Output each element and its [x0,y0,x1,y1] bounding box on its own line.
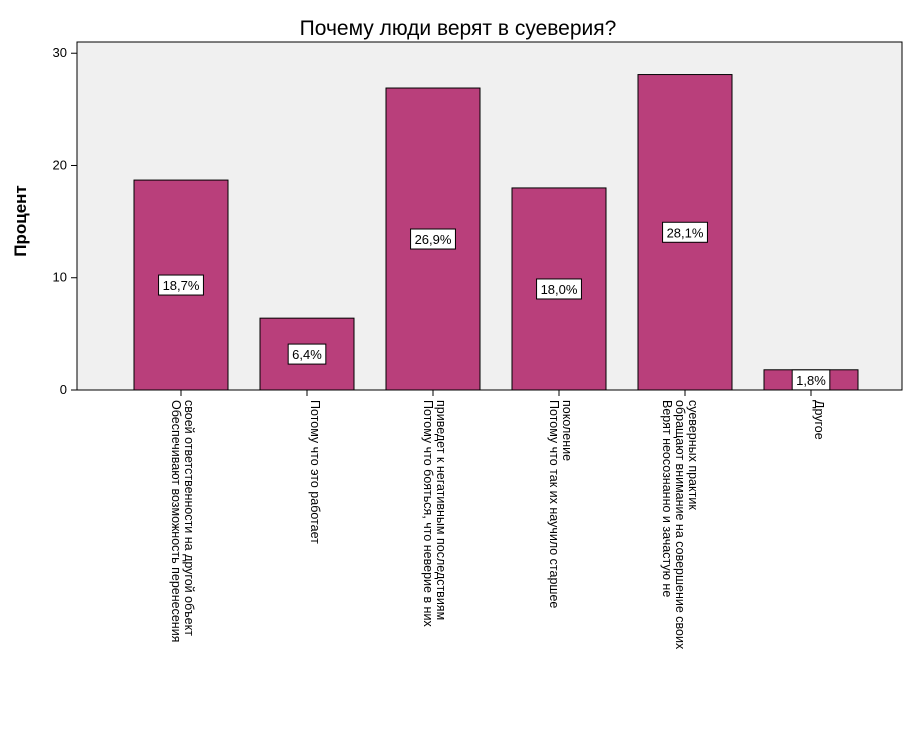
data-label-text: 28,1% [667,225,704,240]
category-label: обращают внимание на совершение своих [673,400,687,650]
data-label-text: 18,0% [541,282,578,297]
data-label: 1,8% [791,369,831,391]
category-label: Потому что так их научило старшее [547,400,561,608]
category-label: Потому что это работает [308,400,322,544]
y-axis-ticks: 0 10 20 30 [53,45,77,397]
category-label: суеверных практик [686,400,700,510]
category-label: приведет к негативным последствиям [434,400,448,620]
category-label: своей ответственности на другой объект [182,400,196,636]
data-label: 18,0% [536,278,582,300]
y-tick-label: 10 [53,270,67,285]
data-label-text: 1,8% [796,373,826,388]
data-label: 26,9% [410,228,456,250]
data-label-box [536,278,582,300]
data-label-box [410,228,456,250]
data-labels: 18,7% 6,4% 26,9% 18,0% 28,1% 1,8% [158,221,831,391]
data-label-box [791,369,831,391]
data-label-box [287,343,327,365]
y-tick-label: 30 [53,45,67,60]
data-label-text: 6,4% [292,347,322,362]
data-label-text: 26,9% [415,232,452,247]
category-label: поколение [560,400,574,461]
y-axis-label: Процент [11,185,30,257]
data-label-text: 18,7% [163,278,200,293]
data-label: 18,7% [158,274,204,296]
data-label-box [662,221,708,243]
category-labels: Обеспечивают возможность перенесения свое… [169,390,826,650]
category-label: Обеспечивают возможность перенесения [169,400,183,642]
category-label: Верят неосознанно и зачастую не [660,400,674,597]
y-tick-label: 20 [53,157,67,172]
data-label: 6,4% [287,343,327,365]
category-label: Потому что бояться, что неверие в них [421,400,435,627]
data-label-box [158,274,204,296]
data-label: 28,1% [662,221,708,243]
chart-title: Почему люди верят в суеверия? [300,17,617,40]
category-label: Другое [812,400,826,440]
y-tick-label: 0 [60,382,67,397]
